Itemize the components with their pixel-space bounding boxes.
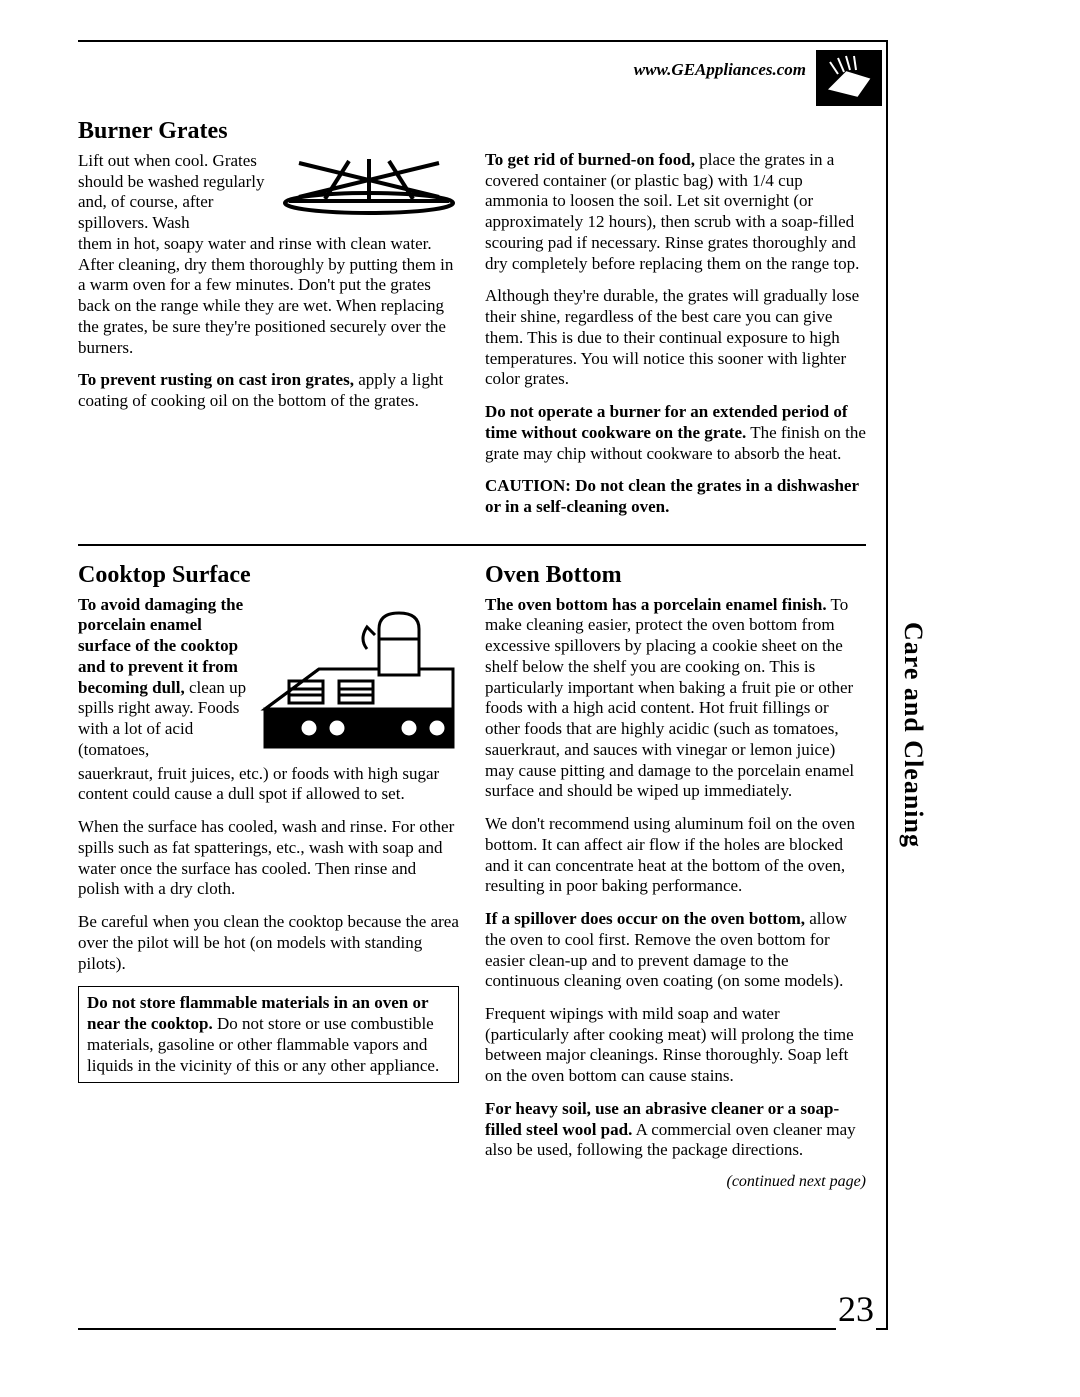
ct-box: Do not store flammable materials in an o…: [87, 993, 450, 1076]
bg-p1b: them in hot, soapy water and rinse with …: [78, 234, 453, 357]
section-divider: [78, 544, 866, 546]
ob-p3-bold: If a spillover does occur on the oven bo…: [485, 909, 805, 928]
page-header: www.GEAppliances.com: [78, 42, 886, 118]
ct-p1-rest-b: sauerkraut, fruit juices, etc.) or foods…: [78, 764, 439, 804]
cooktop-title: Cooktop Surface: [78, 562, 459, 589]
grate-illustration-icon: [279, 153, 459, 222]
ob-p4: Frequent wipings with mild soap and wate…: [485, 1004, 866, 1087]
bg-p2-bold: To prevent rusting on cast iron grates,: [78, 370, 354, 389]
flammable-warning-box: Do not store flammable materials in an o…: [78, 986, 459, 1083]
page-number: 23: [836, 1288, 876, 1330]
page-frame: www.GEAppliances.com Burner Grates: [78, 40, 888, 1330]
ob-p1-bold: The oven bottom has a porcelain enamel f…: [485, 595, 827, 614]
side-tab-label: Care and Cleaning: [898, 622, 928, 848]
page-content: Burner Grates: [78, 118, 886, 1191]
bg-r-p1: To get rid of burned-on food, place the …: [485, 150, 866, 274]
bg-r-p4: CAUTION: Do not clean the grates in a di…: [485, 476, 866, 517]
cooktop-surface-col: Cooktop Surface: [78, 562, 459, 1191]
ct-p3: Be careful when you clean the cooktop be…: [78, 912, 459, 974]
section-lower: Cooktop Surface: [78, 562, 866, 1191]
bg-p1a: Lift out when cool. Grates should be was…: [78, 151, 264, 232]
ob-p3: If a spillover does occur on the oven bo…: [485, 909, 866, 992]
burner-grates-title: Burner Grates: [78, 118, 459, 145]
bg-r-p1-bold: To get rid of burned-on food,: [485, 150, 695, 169]
cooktop-illustration-icon: [259, 599, 459, 764]
ob-p2: We don't recommend using aluminum foil o…: [485, 814, 866, 897]
bg-r-p3: Do not operate a burner for an extended …: [485, 402, 866, 464]
bg-p2: To prevent rusting on cast iron grates, …: [78, 370, 459, 411]
oven-bottom-col: Oven Bottom The oven bottom has a porcel…: [485, 562, 866, 1191]
burner-grates-left: Burner Grates: [78, 118, 459, 530]
continued-next-page: (continued next page): [485, 1173, 866, 1191]
ob-p5: For heavy soil, use an abrasive cleaner …: [485, 1099, 866, 1161]
ct-p2: When the surface has cooled, wash and ri…: [78, 817, 459, 900]
header-url: www.GEAppliances.com: [634, 60, 806, 80]
sponge-icon: [816, 50, 882, 106]
ob-p1: The oven bottom has a porcelain enamel f…: [485, 595, 866, 802]
section-burner-grates: Burner Grates: [78, 118, 866, 530]
oven-bottom-title: Oven Bottom: [485, 562, 866, 589]
bg-r-p2: Although they're durable, the grates wil…: [485, 286, 866, 390]
burner-grates-right: To get rid of burned-on food, place the …: [485, 118, 866, 530]
ob-p1-rest: To make cleaning easier, protect the ove…: [485, 595, 854, 801]
